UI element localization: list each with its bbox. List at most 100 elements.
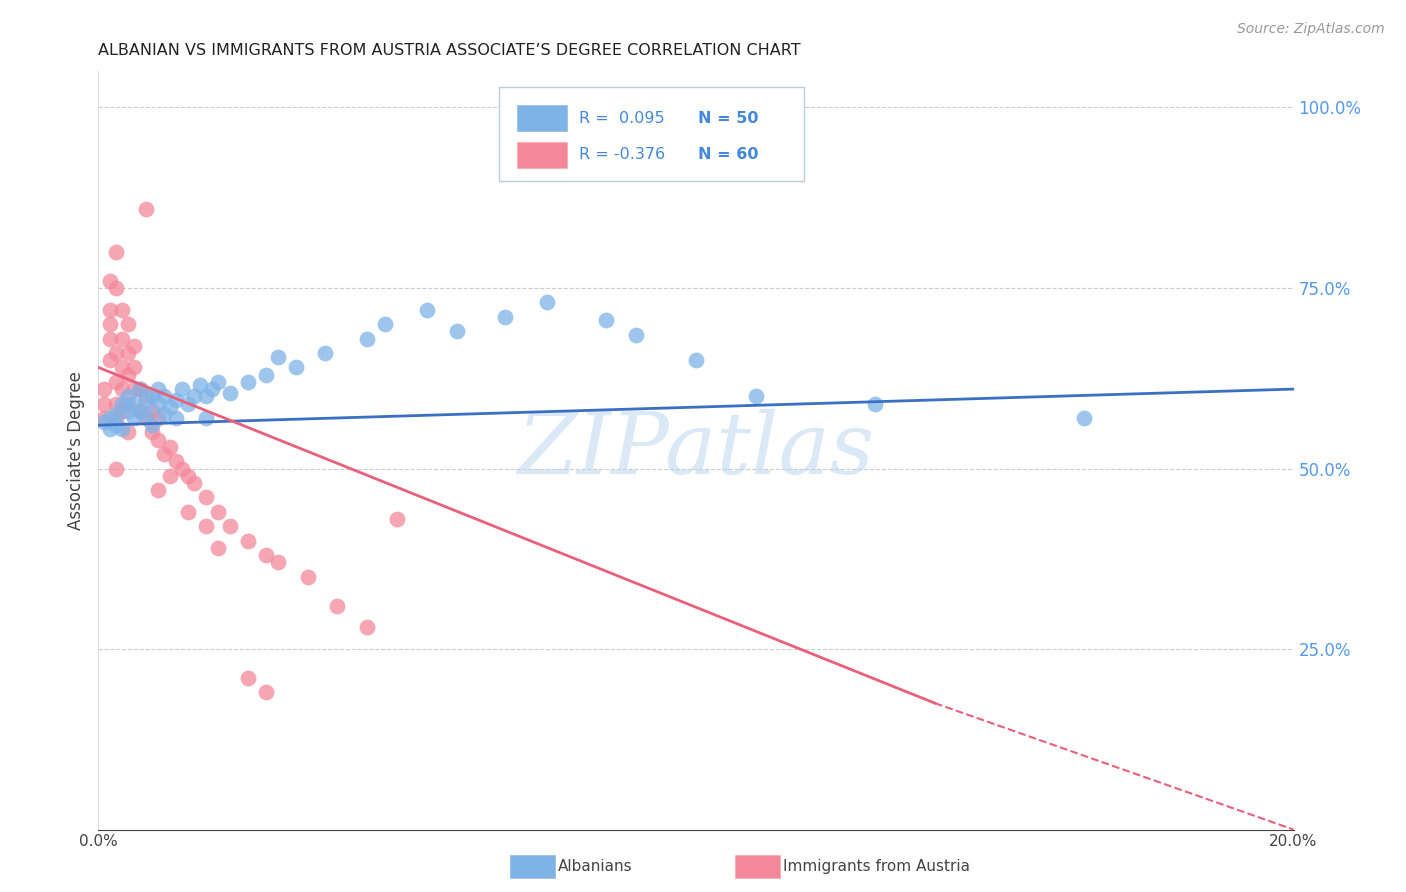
Point xyxy=(153,447,176,461)
Point xyxy=(148,433,170,447)
Text: ZIPatlas: ZIPatlas xyxy=(517,409,875,491)
Point xyxy=(207,541,229,555)
Point xyxy=(153,408,176,422)
Point xyxy=(93,411,115,425)
Point xyxy=(159,468,181,483)
Text: N = 60: N = 60 xyxy=(699,147,759,162)
Point xyxy=(1073,411,1095,425)
Text: ALBANIAN VS IMMIGRANTS FROM AUSTRIA ASSOCIATE’S DEGREE CORRELATION CHART: ALBANIAN VS IMMIGRANTS FROM AUSTRIA ASSO… xyxy=(98,43,801,58)
Point xyxy=(111,302,134,317)
Text: R =  0.095: R = 0.095 xyxy=(579,111,665,126)
Point xyxy=(148,483,170,498)
Point xyxy=(148,382,170,396)
Text: Albanians: Albanians xyxy=(558,859,633,873)
Point xyxy=(117,396,139,410)
Point xyxy=(141,389,163,403)
Point xyxy=(111,396,134,410)
Point xyxy=(135,411,157,425)
Point xyxy=(195,519,218,533)
Point xyxy=(111,422,134,436)
Point xyxy=(315,346,337,360)
Point xyxy=(172,461,194,475)
Point xyxy=(177,396,200,410)
Point xyxy=(356,332,378,346)
Point xyxy=(195,411,218,425)
Point xyxy=(105,461,128,475)
Point xyxy=(159,440,181,454)
Point xyxy=(494,310,516,324)
Point xyxy=(385,512,409,526)
Point xyxy=(236,533,259,548)
Point xyxy=(135,408,157,422)
Point xyxy=(105,411,128,425)
Point xyxy=(685,353,707,368)
Point xyxy=(141,425,163,440)
Point xyxy=(129,403,152,417)
Point xyxy=(141,418,163,433)
Point xyxy=(536,295,558,310)
Point xyxy=(219,385,242,400)
Text: N = 50: N = 50 xyxy=(699,111,759,126)
Point xyxy=(207,375,229,389)
Point xyxy=(865,396,887,410)
Point xyxy=(446,324,468,338)
Point xyxy=(177,468,200,483)
Point xyxy=(177,505,200,519)
Point xyxy=(98,411,122,425)
FancyBboxPatch shape xyxy=(499,87,804,181)
Point xyxy=(117,346,139,360)
Point xyxy=(117,368,139,382)
Point xyxy=(111,403,134,417)
Point xyxy=(117,403,139,417)
Point xyxy=(284,360,307,375)
Point xyxy=(98,317,122,331)
Point xyxy=(111,382,134,396)
Point xyxy=(626,327,648,342)
Point xyxy=(219,519,242,533)
Point xyxy=(105,418,128,433)
Point xyxy=(148,411,170,425)
Point xyxy=(267,555,290,569)
Point xyxy=(129,382,152,396)
Point xyxy=(172,382,194,396)
Point xyxy=(165,411,187,425)
Point xyxy=(111,360,134,375)
Text: Source: ZipAtlas.com: Source: ZipAtlas.com xyxy=(1237,22,1385,37)
Text: Immigrants from Austria: Immigrants from Austria xyxy=(783,859,970,873)
Point xyxy=(135,389,157,403)
Point xyxy=(183,475,205,490)
Point xyxy=(165,454,187,468)
Point xyxy=(141,403,163,417)
Point xyxy=(745,389,768,403)
Point xyxy=(254,685,277,699)
FancyBboxPatch shape xyxy=(517,142,567,168)
Point xyxy=(98,302,122,317)
Point xyxy=(416,302,439,317)
Point xyxy=(595,313,617,327)
Point xyxy=(236,671,259,685)
Point xyxy=(153,389,176,403)
Point xyxy=(124,360,146,375)
Point xyxy=(105,281,128,295)
Point xyxy=(105,244,128,259)
Point xyxy=(254,368,277,382)
Point xyxy=(183,389,205,403)
Point xyxy=(124,339,146,353)
Point xyxy=(117,425,139,440)
Point xyxy=(117,389,139,403)
Point xyxy=(129,403,152,417)
Point xyxy=(195,491,218,505)
Point xyxy=(124,396,146,410)
Point xyxy=(105,346,128,360)
Point xyxy=(98,353,122,368)
Point xyxy=(165,392,187,407)
Text: R = -0.376: R = -0.376 xyxy=(579,147,665,162)
Point xyxy=(356,620,378,634)
Point xyxy=(135,392,157,407)
Point xyxy=(93,396,115,410)
Point xyxy=(93,415,115,429)
Point xyxy=(98,332,122,346)
Point xyxy=(129,382,152,396)
Point xyxy=(105,375,128,389)
Point xyxy=(117,317,139,331)
